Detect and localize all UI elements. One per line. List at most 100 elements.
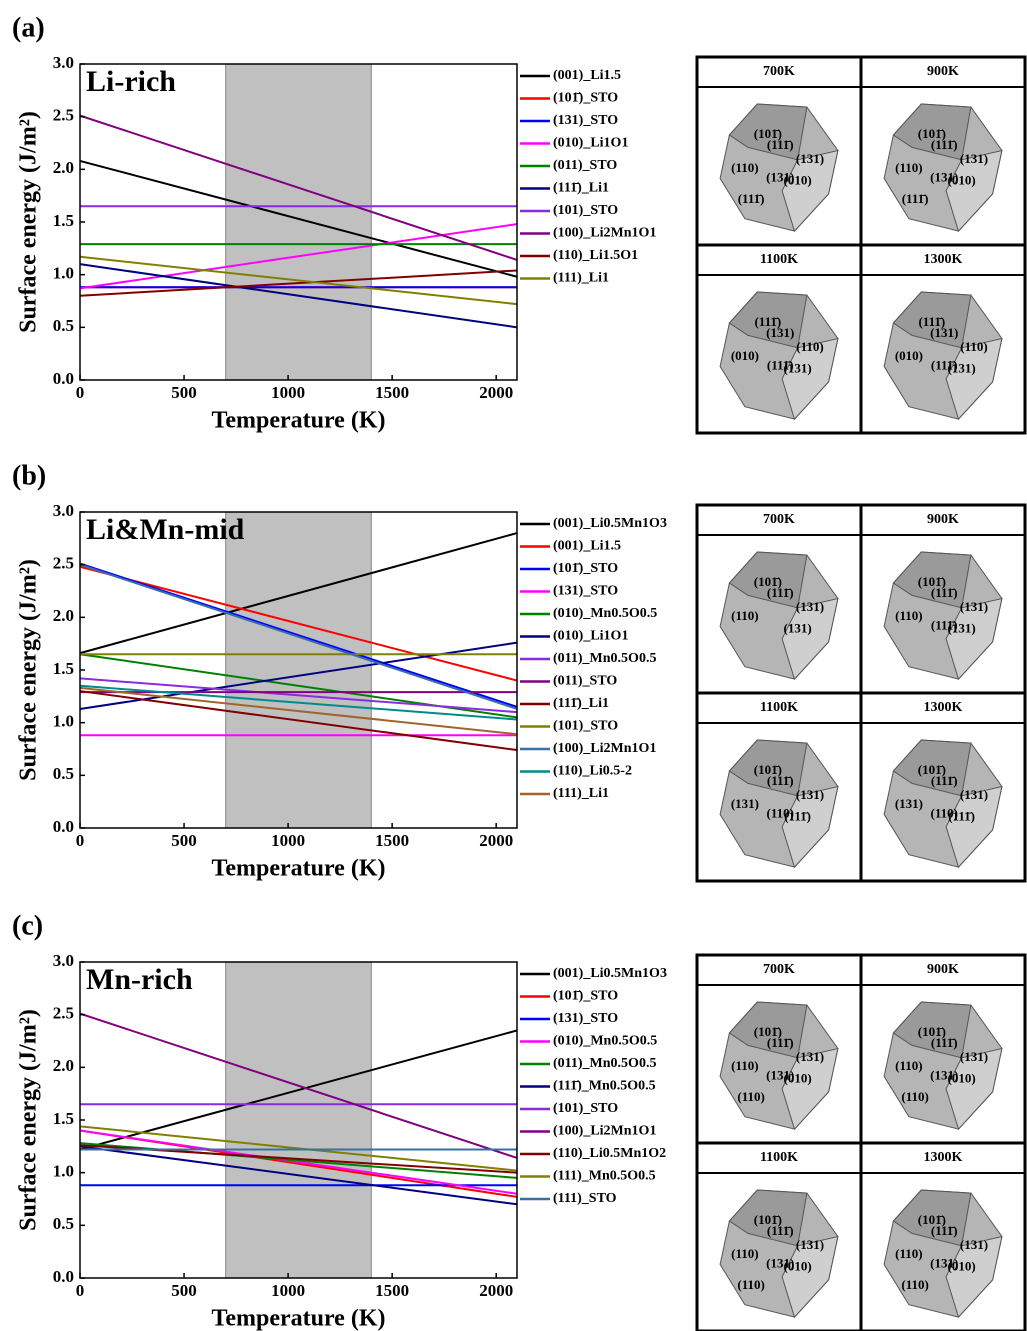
legend-label: (011)_Mn0.5O0.5	[553, 1056, 656, 1071]
facet-label: (010)	[895, 348, 923, 363]
facet-label: (110)	[731, 608, 758, 623]
shape-title: 700K	[763, 64, 795, 79]
facet-label: (110)	[767, 805, 794, 820]
facet-label: (110)	[737, 1277, 764, 1292]
facet-label: (111̄)	[902, 191, 929, 206]
legend-label: (001)_Li1.5	[553, 539, 621, 554]
facet-label: (110)	[895, 1246, 922, 1261]
facet-label: (111̄)	[931, 1035, 958, 1050]
x-tick-label: 2000	[479, 383, 513, 402]
facet-label: (131)	[960, 151, 988, 166]
facet-label: (131)	[796, 151, 824, 166]
x-axis-title: Temperature (K)	[212, 1306, 386, 1331]
facet-label: (131)	[796, 787, 824, 802]
facet-label: (131)	[960, 599, 988, 614]
facet-label: (131)	[796, 1049, 824, 1064]
facet-label: (131)	[960, 1237, 988, 1252]
shape-title: 1300K	[924, 1150, 963, 1165]
legend-label: (001)_Li1.5	[553, 68, 621, 83]
legend-label: (111)_Mn0.5O0.5	[553, 1169, 656, 1184]
y-tick-label: 2.0	[53, 606, 74, 625]
legend-label: (111)_Li1	[553, 786, 609, 801]
x-axis-title: Temperature (K)	[212, 408, 386, 434]
legend-label: (100)_Li2Mn1O1	[553, 741, 656, 756]
x-tick-label: 0	[76, 383, 85, 402]
legend-label: (110)_Li0.5-2	[553, 764, 632, 779]
legend-label: (101)_STO	[553, 203, 618, 218]
y-axis-title: Surface energy (J/m²)	[16, 111, 42, 333]
y-tick-label: 2.5	[53, 1004, 74, 1023]
highlight-region	[226, 512, 372, 828]
facet-label: (111̄)	[767, 585, 794, 600]
x-tick-label: 1500	[375, 383, 409, 402]
y-tick-label: 1.5	[53, 659, 74, 678]
x-tick-label: 500	[171, 831, 197, 850]
facet-label: (131)	[731, 796, 759, 811]
facet-label: (131)	[766, 325, 794, 340]
highlight-region	[226, 64, 372, 380]
legend-label: (010)_Mn0.5O0.5	[553, 1034, 657, 1049]
x-axis-title: Temperature (K)	[212, 856, 386, 882]
shape-title: 700K	[763, 512, 795, 527]
facet-label: (111̄)	[767, 1035, 794, 1050]
legend-label: (001)_Li0.5Mn1O3	[553, 516, 667, 531]
facet-label: (111̄)	[931, 773, 958, 788]
legend-label: (011)_Mn0.5O0.5	[553, 651, 656, 666]
facet-label: (110)	[895, 1058, 922, 1073]
shape-title: 700K	[763, 962, 795, 977]
y-tick-label: 0.0	[53, 1267, 74, 1286]
highlight-region	[226, 962, 372, 1278]
shape-title: 1100K	[760, 1150, 798, 1165]
facet-label: (111̄)	[738, 191, 765, 206]
y-tick-label: 0.5	[53, 764, 74, 783]
legend-label: (131)_STO	[553, 1011, 618, 1026]
facet-label: (131)	[960, 1049, 988, 1064]
legend-label: (100)_Li2Mn1O1	[553, 226, 656, 241]
y-tick-label: 1.5	[53, 211, 74, 230]
y-tick-label: 3.0	[53, 501, 74, 520]
x-tick-label: 2000	[479, 831, 513, 850]
y-tick-label: 0.0	[53, 817, 74, 836]
y-tick-label: 0.5	[53, 1214, 74, 1233]
facet-label: (131)	[766, 1255, 794, 1270]
legend-label: (101̄)_STO	[553, 91, 618, 106]
legend-label: (111̄)_Li1	[553, 181, 609, 196]
y-axis-title: Surface energy (J/m²)	[16, 559, 42, 781]
facet-label: (111̄)	[931, 617, 958, 632]
facet-label: (111̄)	[931, 357, 958, 372]
x-tick-label: 1000	[271, 831, 305, 850]
facet-label: (110)	[895, 608, 922, 623]
annotation: Mn-rich	[86, 963, 193, 996]
facet-label: (110)	[901, 1277, 928, 1292]
x-tick-label: 2000	[479, 1281, 513, 1300]
facet-label: (131)	[930, 1067, 958, 1082]
x-tick-label: 1000	[271, 1281, 305, 1300]
legend-label: (010)_Li1O1	[553, 629, 628, 644]
facet-label: (110)	[796, 339, 823, 354]
y-tick-label: 1.0	[53, 712, 74, 731]
legend-label: (110)_Li1.5O1	[553, 248, 638, 263]
facet-label: (111̄)	[931, 1223, 958, 1238]
facet-label: (110)	[731, 1058, 758, 1073]
legend-label: (011)_STO	[553, 674, 617, 689]
facet-label: (131)	[784, 620, 812, 635]
shape-title: 900K	[927, 962, 959, 977]
facet-label: (111̄)	[931, 137, 958, 152]
facet-label: (010)	[731, 348, 759, 363]
legend-label: (110)_Li0.5Mn1O2	[553, 1146, 666, 1161]
facet-label: (131)	[960, 787, 988, 802]
x-tick-label: 1500	[375, 1281, 409, 1300]
y-tick-label: 2.5	[53, 106, 74, 125]
facet-label: (110)	[960, 339, 987, 354]
facet-label: (110)	[731, 1246, 758, 1261]
x-tick-label: 0	[76, 1281, 85, 1300]
x-tick-label: 500	[171, 383, 197, 402]
y-tick-label: 3.0	[53, 951, 74, 970]
legend-label: (101̄)_STO	[553, 561, 618, 576]
y-tick-label: 2.5	[53, 554, 74, 573]
panel-label: (a)	[12, 12, 45, 43]
legend-label: (100)_Li2Mn1O1	[553, 1124, 656, 1139]
legend-label: (131)_STO	[553, 113, 618, 128]
panel-label: (b)	[12, 460, 46, 491]
facet-label: (110)	[901, 1089, 928, 1104]
